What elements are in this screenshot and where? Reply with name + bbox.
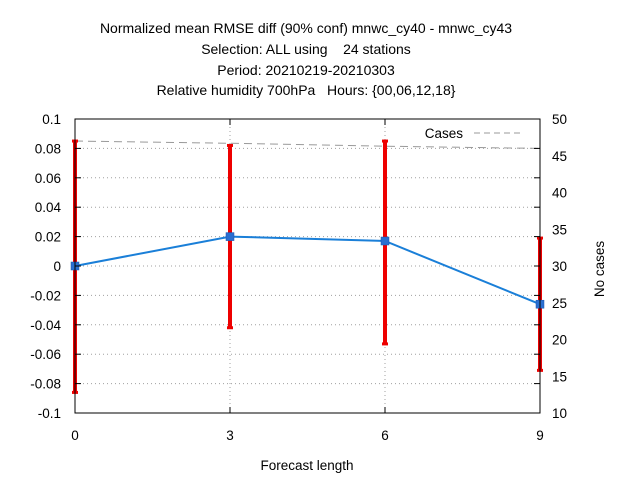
y2-tick-label: 35 [552,222,567,237]
title-line-3: Period: 20210219-20210303 [217,62,395,78]
x-tick-label: 9 [536,428,544,443]
x-axis-label: Forecast length [260,458,353,473]
legend-label-cases: Cases [425,126,464,141]
y-tick-label: 0.06 [35,171,61,186]
y-tick-label: -0.08 [30,377,61,392]
y-tick-label: 0.04 [35,200,62,215]
error-bars [72,139,543,394]
data-point [225,232,235,241]
y-tick-label: -0.04 [30,318,61,333]
x-tick-label: 6 [381,428,389,443]
title-line-1: Normalized mean RMSE diff (90% conf) mnw… [99,20,513,36]
y2-tick-label: 10 [552,406,567,421]
data-point [380,236,390,246]
y2-tick-label: 25 [552,296,567,311]
legend: Cases [425,126,521,141]
title-line-4: Relative humidity 700hPa Hours: {00,06,1… [156,82,456,98]
y-axis-ticks: -0.1 -0.08 -0.06 -0.04 -0.02 0 0.02 0.04 0.06 0.0… [30,112,540,421]
data-points [70,232,545,309]
rmse-line [74,235,541,306]
y-tick-label: 0 [53,259,61,274]
cases-line [74,140,541,149]
rmse-series [74,235,541,306]
y-tick-label: 0.02 [35,230,61,245]
y-tick-label: -0.1 [38,406,61,421]
y-tick-label: 0.08 [35,141,61,156]
y2-tick-label: 30 [552,259,567,274]
cases-series [74,140,541,149]
y-tick-label: -0.06 [30,347,61,362]
x-tick-label: 3 [226,428,234,443]
grid-lines [75,119,540,413]
y2-axis-label: No cases [592,241,607,298]
y2-tick-label: 15 [552,369,567,384]
y-tick-label: -0.02 [30,288,61,303]
y-tick-label: 0.1 [42,112,61,127]
y2-tick-label: 50 [552,112,567,127]
title-line-2: Selection: ALL using 24 stations [201,41,411,57]
x-tick-label: 0 [71,428,79,443]
y2-tick-label: 45 [552,149,567,164]
y2-tick-label: 20 [552,333,567,348]
y2-tick-label: 40 [552,186,567,201]
y2-axis-ticks: 10 15 20 25 30 35 40 45 50 [552,112,567,421]
x-axis-ticks: 0 3 6 9 [71,119,544,443]
